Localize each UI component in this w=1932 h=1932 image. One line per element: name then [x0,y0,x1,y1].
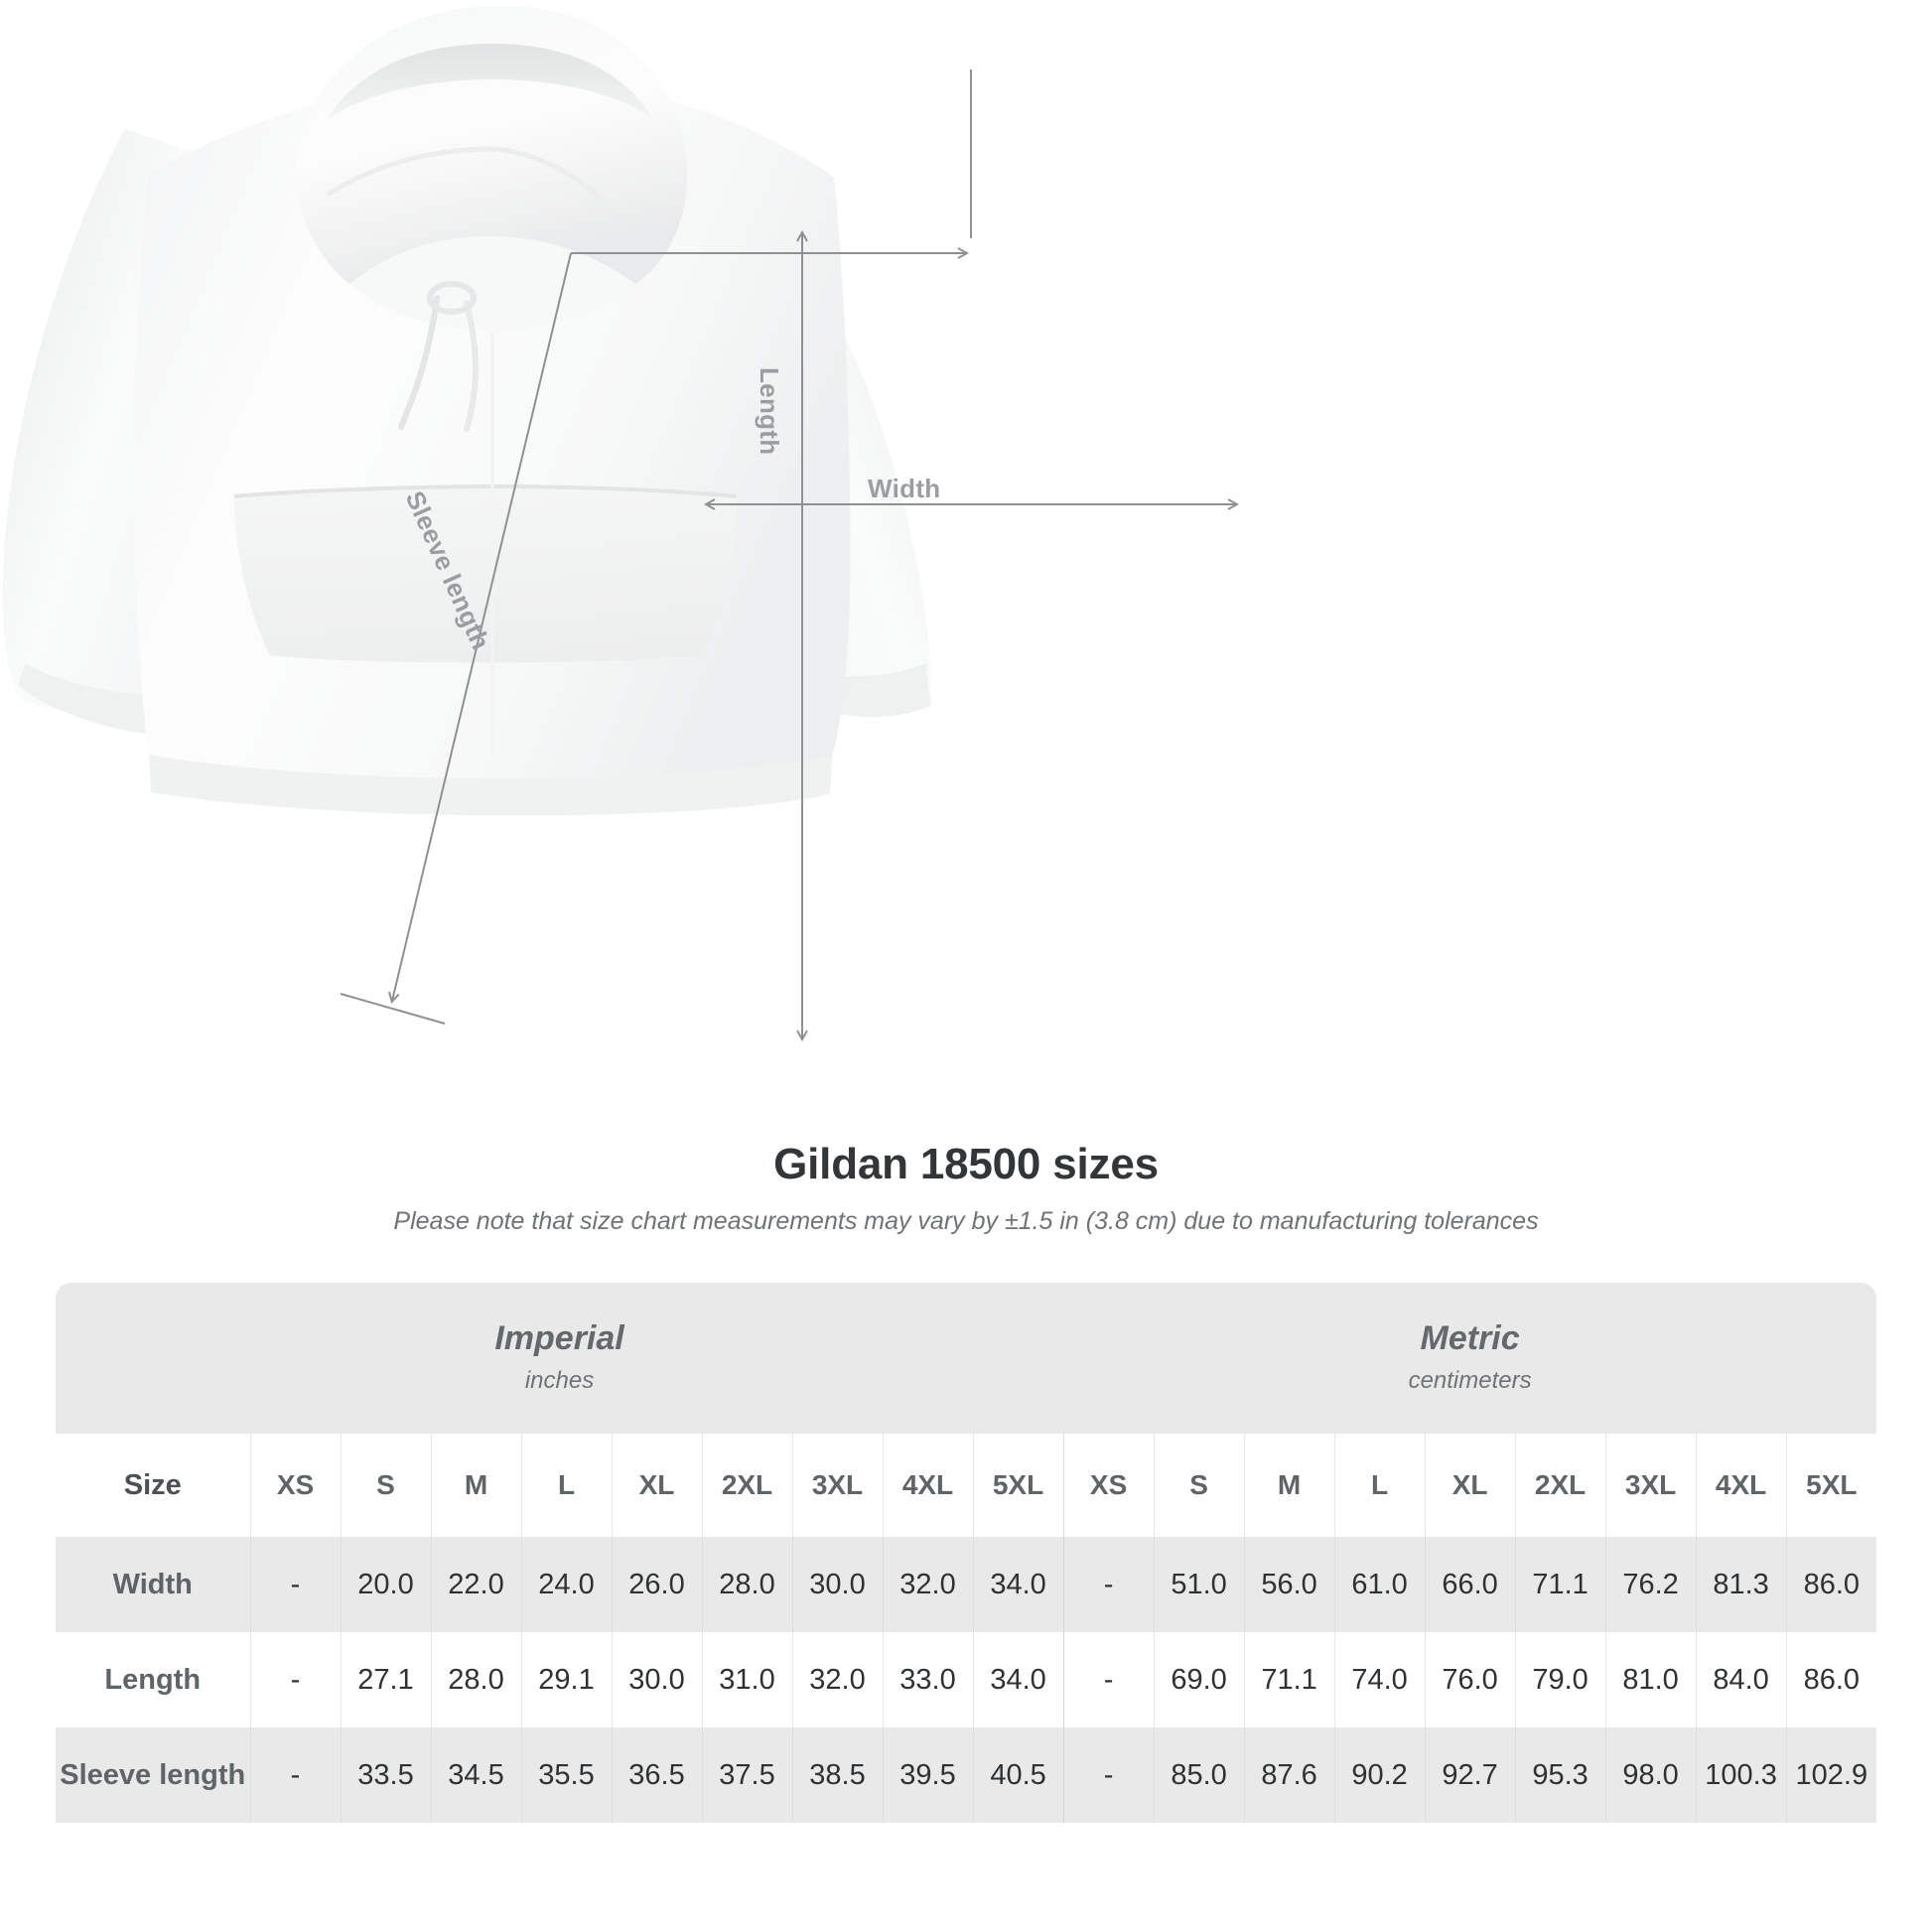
chart-subtitle: Please note that size chart measurements… [393,1207,1539,1235]
size-table-container: Imperial inches Metric centimeters Size … [56,1283,1876,1823]
length-imperial-2xl: 31.0 [701,1632,792,1727]
sleeve-metric-xs: - [1062,1727,1155,1823]
size-col-imperial-xl: XL [611,1434,702,1537]
length-metric-4xl: 84.0 [1695,1632,1787,1727]
unit-group-metric-unit: centimeters [1408,1366,1532,1394]
measurement-annotations [340,69,1932,1122]
length-metric-l: 74.0 [1333,1632,1426,1727]
size-col-metric-m: M [1243,1434,1335,1537]
size-col-metric-4xl: 4XL [1695,1434,1787,1537]
length-metric-2xl: 79.0 [1514,1632,1606,1727]
length-metric-3xl: 81.0 [1604,1632,1697,1727]
sleeve-imperial-m: 34.5 [430,1727,521,1823]
length-imperial-xs: - [249,1632,341,1727]
width-imperial-4xl: 32.0 [882,1537,973,1632]
sleeve-imperial-2xl: 37.5 [701,1727,792,1823]
sleeve-imperial-xs: - [249,1727,341,1823]
size-col-metric-xl: XL [1424,1434,1516,1537]
length-metric-5xl: 86.0 [1785,1632,1876,1727]
length-imperial-3xl: 32.0 [791,1632,883,1727]
unit-group-imperial: Imperial inches [56,1283,1064,1434]
size-col-metric-xs: XS [1062,1434,1155,1537]
sleeve-metric-s: 85.0 [1153,1727,1245,1823]
size-col-metric-3xl: 3XL [1604,1434,1697,1537]
length-metric-xl: 76.0 [1424,1632,1516,1727]
size-table: Imperial inches Metric centimeters Size … [56,1283,1876,1823]
length-metric-xs: - [1062,1632,1155,1727]
diagram-label-length: Length [755,367,784,456]
length-metric-s: 69.0 [1153,1632,1245,1727]
width-metric-xs: - [1062,1537,1155,1632]
sleeve-imperial-s: 33.5 [340,1727,431,1823]
length-imperial-4xl: 33.0 [882,1632,973,1727]
size-col-imperial-5xl: 5XL [972,1434,1064,1537]
sleeve-imperial-l: 35.5 [520,1727,612,1823]
sleeve-metric-2xl: 95.3 [1514,1727,1606,1823]
sleeve-metric-m: 87.6 [1243,1727,1335,1823]
size-header-label: Size [56,1434,250,1537]
unit-group-imperial-unit: inches [524,1366,595,1394]
unit-header-row: Imperial inches Metric centimeters [56,1283,1876,1434]
size-col-imperial-s: S [340,1434,431,1537]
measurement-diagram: Length Width Sleeve length [2,5,1932,1122]
size-col-metric-s: S [1153,1434,1245,1537]
width-metric-4xl: 81.3 [1695,1537,1787,1632]
sleeve-metric-l: 90.2 [1333,1727,1426,1823]
width-metric-xl: 66.0 [1424,1537,1516,1632]
length-imperial-m: 28.0 [430,1632,521,1727]
width-metric-l: 61.0 [1333,1537,1426,1632]
size-col-imperial-m: M [430,1434,521,1537]
length-imperial-s: 27.1 [340,1632,431,1727]
size-col-imperial-xs: XS [249,1434,341,1537]
sleeve-metric-5xl: 102.9 [1785,1727,1876,1823]
length-imperial-l: 29.1 [520,1632,612,1727]
table-row-sleeve-length: Sleeve length - 33.5 34.5 35.5 36.5 37.5… [56,1727,1876,1823]
size-col-metric-l: L [1333,1434,1426,1537]
row-label-sleeve-length: Sleeve length [56,1727,250,1823]
size-col-imperial-2xl: 2XL [701,1434,792,1537]
length-metric-m: 71.1 [1243,1632,1335,1727]
width-imperial-xs: - [249,1537,341,1632]
width-imperial-m: 22.0 [430,1537,521,1632]
size-col-metric-5xl: 5XL [1785,1434,1876,1537]
width-metric-5xl: 86.0 [1785,1537,1876,1632]
width-imperial-5xl: 34.0 [972,1537,1064,1632]
table-row-length: Length - 27.1 28.0 29.1 30.0 31.0 32.0 3… [56,1632,1876,1727]
unit-group-imperial-name: Imperial [494,1319,624,1358]
size-col-imperial-l: L [520,1434,612,1537]
hoodie-illustration [2,5,931,816]
length-imperial-5xl: 34.0 [972,1632,1064,1727]
sleeve-imperial-5xl: 40.5 [972,1727,1064,1823]
chart-title: Gildan 18500 sizes [773,1140,1159,1188]
diagram-label-width: Width [868,474,941,503]
table-row-width: Width - 20.0 22.0 24.0 26.0 28.0 30.0 32… [56,1537,1876,1632]
width-metric-2xl: 71.1 [1514,1537,1606,1632]
sleeve-imperial-xl: 36.5 [611,1727,702,1823]
width-imperial-xl: 26.0 [611,1537,702,1632]
row-label-length: Length [56,1632,250,1727]
width-metric-m: 56.0 [1243,1537,1335,1632]
sleeve-metric-4xl: 100.3 [1695,1727,1787,1823]
row-label-width: Width [56,1537,250,1632]
width-imperial-2xl: 28.0 [701,1537,792,1632]
size-col-imperial-4xl: 4XL [882,1434,973,1537]
width-imperial-3xl: 30.0 [791,1537,883,1632]
width-imperial-s: 20.0 [340,1537,431,1632]
length-imperial-xl: 30.0 [611,1632,702,1727]
size-col-imperial-3xl: 3XL [791,1434,883,1537]
sleeve-imperial-3xl: 38.5 [791,1727,883,1823]
width-metric-3xl: 76.2 [1604,1537,1697,1632]
sleeve-imperial-4xl: 39.5 [882,1727,973,1823]
size-col-metric-2xl: 2XL [1514,1434,1606,1537]
size-header-row: Size XS S M L XL 2XL 3XL 4XL 5XL XS S M … [56,1434,1876,1537]
width-imperial-l: 24.0 [520,1537,612,1632]
unit-group-metric-name: Metric [1420,1319,1520,1358]
unit-group-metric: Metric centimeters [1063,1283,1876,1434]
sleeve-metric-3xl: 98.0 [1604,1727,1697,1823]
sleeve-metric-xl: 92.7 [1424,1727,1516,1823]
width-metric-s: 51.0 [1153,1537,1245,1632]
